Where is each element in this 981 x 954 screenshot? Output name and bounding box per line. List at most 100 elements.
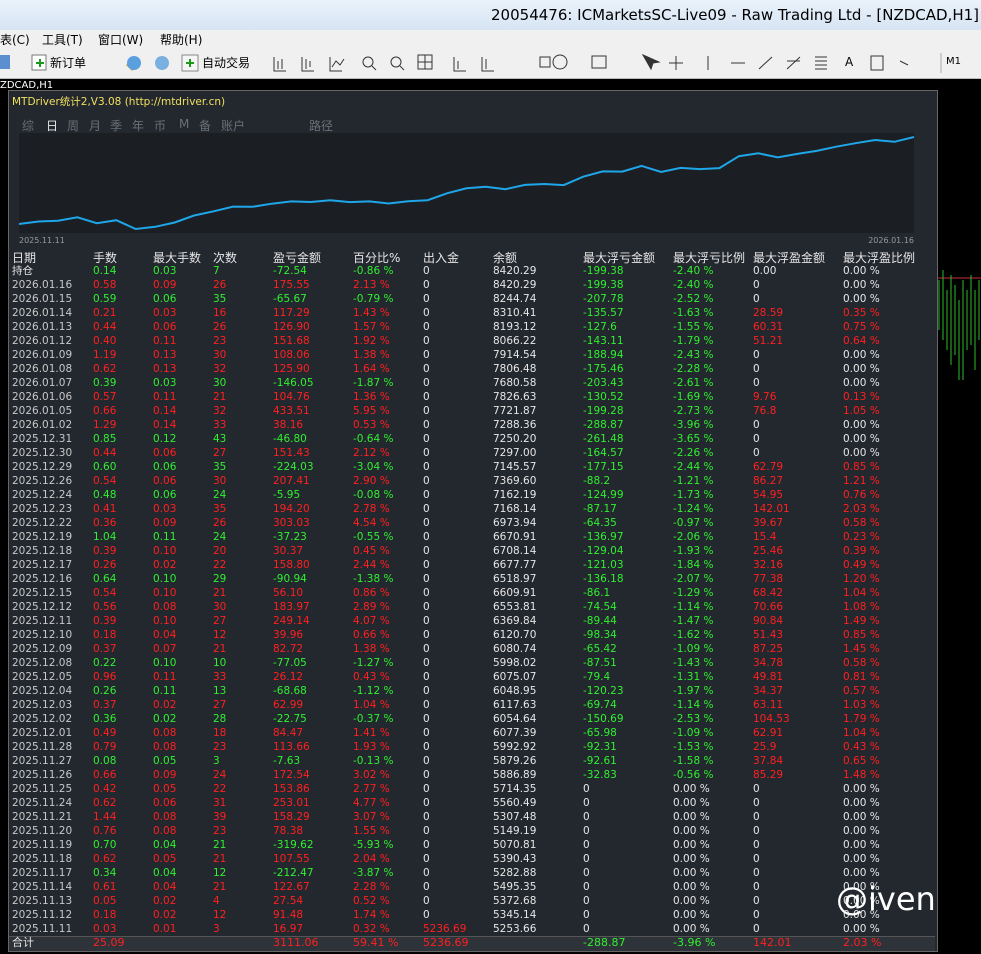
cell-value: 0.43 % xyxy=(353,671,390,683)
cell-value: -2.07 % xyxy=(673,573,714,585)
tab[interactable]: 路径 xyxy=(309,119,334,133)
cell-value: 0.00 % xyxy=(673,839,710,851)
cell-value: 33 xyxy=(213,671,227,683)
cell-value: 3 xyxy=(213,923,220,935)
cell-value: 0.02 xyxy=(153,895,177,907)
toolbar-icons xyxy=(0,53,942,73)
cell-value: 0 xyxy=(423,839,430,851)
toolbar-label[interactable]: M1 xyxy=(946,56,961,67)
cell-value: 51.43 xyxy=(753,629,784,641)
cell-value: 0 xyxy=(753,419,760,431)
cell-value: 0.10 xyxy=(153,573,177,585)
tab[interactable]: 账户 xyxy=(221,119,246,133)
cell-value: 0 xyxy=(753,377,760,389)
row-label: 2026.01.15 xyxy=(12,293,73,305)
cell-value: -2.53 % xyxy=(673,713,714,725)
tab[interactable]: 月 xyxy=(89,119,102,133)
cell-value: -0.08 % xyxy=(353,489,394,501)
cell-value: 0.79 xyxy=(93,741,117,753)
cell-value: 126.90 xyxy=(273,321,310,333)
cell-value: 30.37 xyxy=(273,545,304,557)
cell-value: -1.69 % xyxy=(673,391,714,403)
cell-value: 0.02 xyxy=(153,713,177,725)
row-label: 2025.12.24 xyxy=(12,489,73,501)
row-label: 2025.12.29 xyxy=(12,461,73,473)
tab[interactable]: 日 xyxy=(46,119,59,133)
cell-value: -3.87 % xyxy=(353,867,394,879)
row-label: 2025.11.27 xyxy=(12,755,73,767)
menu-item[interactable]: 工具(T) xyxy=(42,33,83,47)
cell-value: -207.78 xyxy=(583,293,624,305)
cell-value: 0 xyxy=(583,923,590,935)
cell-value: 25.09 xyxy=(93,936,125,949)
cell-value: -1.87 % xyxy=(353,377,394,389)
panel-title: MTDriver统计2,V3.08 (http://mtdriver.cn) xyxy=(12,96,226,108)
toolbar-label[interactable]: 自动交易 xyxy=(202,56,251,70)
cell-value: 0 xyxy=(423,391,430,403)
cell-value: 0.00 % xyxy=(843,853,880,865)
cell-value: 86.27 xyxy=(753,475,784,487)
tab[interactable]: 币 xyxy=(154,119,167,133)
tab[interactable]: 周 xyxy=(67,119,80,133)
cell-value: 26.12 xyxy=(273,671,304,683)
cell-value: 2.78 % xyxy=(353,503,390,515)
cell-value: 0.05 xyxy=(153,783,177,795)
cell-value: 5253.66 xyxy=(493,923,537,935)
cell-value: 0.70 xyxy=(93,839,117,851)
tab[interactable]: 备 xyxy=(199,119,212,133)
cell-value: 4.77 % xyxy=(353,797,390,809)
cell-value: 59.41 % xyxy=(353,936,399,949)
cell-value: -127.6 xyxy=(583,321,617,333)
tab[interactable]: M xyxy=(179,117,190,131)
tab[interactable]: 年 xyxy=(132,119,145,133)
row-label: 2025.12.23 xyxy=(12,503,73,515)
cell-value: 28.59 xyxy=(753,307,784,319)
toolbar-label[interactable]: A xyxy=(845,55,854,69)
cell-value: 4.07 % xyxy=(353,615,390,627)
cell-value: 0.35 % xyxy=(843,307,880,319)
cell-value: 12 xyxy=(213,909,227,921)
menu-item[interactable]: 窗口(W) xyxy=(98,33,144,47)
cell-value: 0.39 xyxy=(93,545,117,557)
menu-bar: 表(C) 工具(T) 窗口(W) 帮助(H) xyxy=(0,30,981,47)
cell-value: 78.38 xyxy=(273,825,304,837)
cell-value: 1.04 xyxy=(93,531,117,543)
cell-value: 0.13 % xyxy=(843,391,880,403)
cell-value: 0 xyxy=(423,545,430,557)
cell-value: 0.44 xyxy=(93,321,117,333)
cell-value: 29 xyxy=(213,573,227,585)
cell-value: 2.03 % xyxy=(843,936,882,949)
cell-value: 107.55 xyxy=(273,853,310,865)
cell-value: 1.38 % xyxy=(353,349,390,361)
cell-value: 6075.07 xyxy=(493,671,537,683)
cell-value: 0.00 % xyxy=(673,825,710,837)
cell-value: 0.00 % xyxy=(843,811,880,823)
tab[interactable]: 综 xyxy=(22,119,35,133)
menu-item[interactable]: 帮助(H) xyxy=(160,33,203,47)
cell-value: -3.04 % xyxy=(353,461,394,473)
cell-value: 0.76 % xyxy=(843,489,880,501)
equity-line xyxy=(19,136,915,231)
cell-value: 1.41 % xyxy=(353,727,390,739)
cell-value: 6080.74 xyxy=(493,643,537,655)
cell-value: 0 xyxy=(423,853,430,865)
cell-value: 85.29 xyxy=(753,769,784,781)
cell-value: 0.53 % xyxy=(353,419,390,431)
cell-value: 6120.70 xyxy=(493,629,537,641)
cell-value: -136.18 xyxy=(583,573,624,585)
row-label: 2026.01.13 xyxy=(12,321,73,333)
cell-value: 27 xyxy=(213,699,227,711)
menu-item[interactable]: 表(C) xyxy=(0,33,30,47)
cell-value: 30 xyxy=(213,377,227,389)
cell-value: -3.96 % xyxy=(673,936,716,949)
toolbar-label[interactable]: 新订单 xyxy=(50,56,87,70)
cell-value: 249.14 xyxy=(273,615,310,627)
cell-value: 0.08 xyxy=(153,727,177,739)
tab[interactable]: 季 xyxy=(110,119,123,133)
row-label: 2025.11.24 xyxy=(12,797,73,809)
cell-value: 30 xyxy=(213,475,227,487)
cell-value: -0.97 % xyxy=(673,517,714,529)
cell-value: 1.38 % xyxy=(353,643,390,655)
cell-value: 0 xyxy=(753,867,760,879)
cell-value: 0.96 xyxy=(93,671,117,683)
